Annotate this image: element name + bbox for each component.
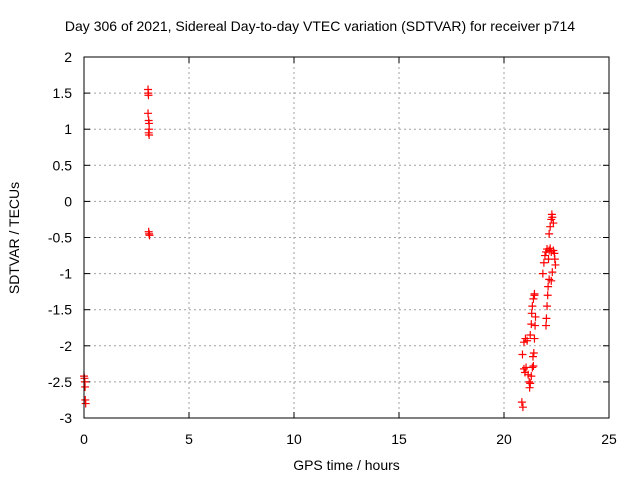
data-point (531, 312, 540, 321)
data-point (529, 294, 538, 303)
data-point (526, 330, 535, 339)
x-axis-label: GPS time / hours (293, 457, 400, 473)
data-point (527, 320, 536, 329)
data-point (540, 251, 549, 260)
data-point (528, 352, 537, 361)
data-point (145, 231, 154, 240)
x-tick-labels: 0 5 10 15 20 25 (80, 431, 617, 447)
data-point (517, 398, 526, 407)
x-tick-label: 20 (496, 431, 512, 447)
data-point (145, 130, 154, 139)
y-tick-label: 1 (64, 121, 72, 137)
data-point (530, 334, 539, 343)
data-point (543, 302, 552, 311)
x-tick-label: 25 (601, 431, 617, 447)
plot-border (83, 56, 610, 419)
y-tick-label: 2 (64, 49, 72, 65)
data-point (530, 289, 539, 298)
data-point (81, 382, 90, 391)
y-tick-label: -2.5 (48, 374, 72, 390)
grid-lines (84, 57, 609, 418)
y-tick-label: 1.5 (53, 85, 73, 101)
y-tick-labels: -3 -2.5 -2 -1.5 -1 -0.5 0 0.5 1 1.5 2 (48, 49, 72, 426)
data-point (528, 363, 537, 372)
x-tick-label: 5 (185, 431, 193, 447)
x-tick-label: 10 (286, 431, 302, 447)
data-points (80, 85, 560, 412)
data-point (518, 403, 527, 412)
y-tick-label: 0.5 (53, 157, 73, 173)
y-tick-label: -1 (60, 266, 73, 282)
data-point (548, 268, 557, 277)
data-point (144, 109, 153, 118)
data-point (539, 258, 548, 267)
data-point (529, 349, 538, 358)
data-point (523, 336, 532, 345)
x-tick-label: 15 (391, 431, 407, 447)
y-tick-label: -2 (60, 338, 73, 354)
y-tick-label: 0 (64, 193, 72, 209)
data-point (529, 362, 538, 371)
y-tick-label: -3 (60, 410, 73, 426)
data-point (547, 276, 556, 285)
chart-title: Day 306 of 2021, Sidereal Day-to-day VTE… (64, 18, 576, 34)
data-point (549, 219, 558, 228)
data-point (525, 383, 534, 392)
data-point (527, 309, 536, 318)
y-axis-label: SDTVAR / TECUs (6, 181, 22, 295)
data-point (527, 372, 536, 381)
data-point (544, 282, 553, 291)
data-point (550, 255, 559, 264)
y-tick-label: -1.5 (48, 302, 72, 318)
data-point (518, 350, 527, 359)
data-point (144, 91, 153, 100)
data-point (548, 213, 557, 222)
plot-area (84, 57, 609, 418)
data-point (542, 321, 550, 330)
data-point (543, 291, 552, 300)
data-point (81, 399, 90, 408)
data-point (542, 314, 551, 323)
data-point (545, 229, 554, 238)
data-point (531, 321, 540, 330)
data-point (526, 379, 535, 388)
data-point (528, 302, 537, 311)
data-point (538, 269, 547, 278)
data-point (551, 260, 560, 269)
x-tick-label: 0 (80, 431, 88, 447)
y-tick-label: -0.5 (48, 230, 72, 246)
